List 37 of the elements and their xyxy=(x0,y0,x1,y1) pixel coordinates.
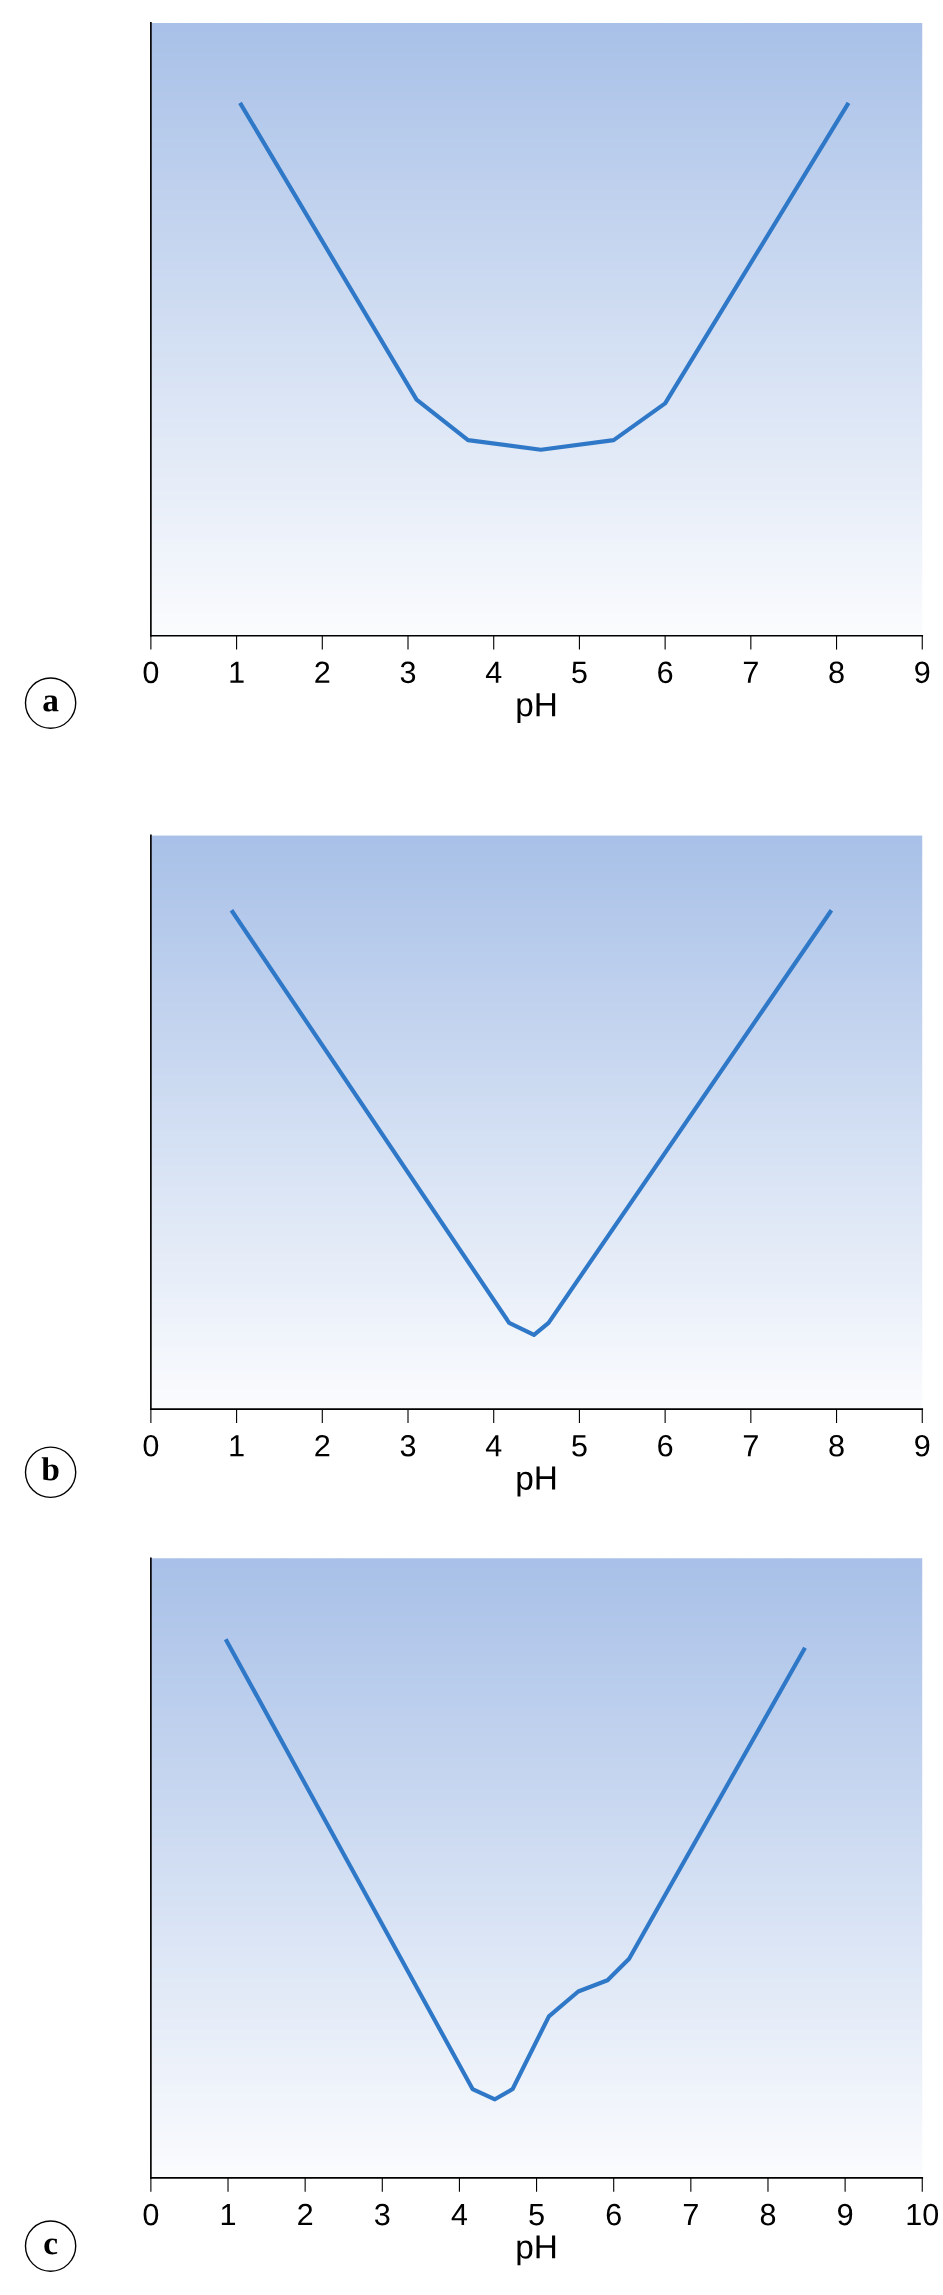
x-tick-label: 6 xyxy=(658,1434,673,1457)
x-tick-label: 7 xyxy=(743,661,758,683)
x-tick-label: 0 xyxy=(143,661,159,684)
x-tick-label: 5 xyxy=(572,1435,587,1457)
x-tick-label: 8 xyxy=(829,1434,844,1457)
x-tick-label: 5 xyxy=(529,2204,544,2226)
x-tick-label: 4 xyxy=(485,1435,502,1457)
x-tick-label: 4 xyxy=(451,2204,468,2226)
x-tick-label: 3 xyxy=(400,1434,416,1457)
x-tick-label: 2 xyxy=(315,1434,330,1457)
text: a xyxy=(43,695,59,712)
x-tick-label: 9 xyxy=(838,2203,853,2226)
x-tick-label: 10 xyxy=(907,2203,939,2226)
x-tick-label: 8 xyxy=(829,661,844,684)
x-tick-label: 3 xyxy=(374,2203,390,2226)
x-tick-label: 8 xyxy=(760,2203,776,2226)
x-axis-title: pH xyxy=(517,2235,556,2266)
x-axis-title: pH xyxy=(517,1466,556,1497)
x-tick-label: 6 xyxy=(606,2203,621,2226)
x-tick-label: 0 xyxy=(143,1434,159,1457)
x-tick-label: 5 xyxy=(572,661,587,684)
x-tick-label: 4 xyxy=(485,661,502,683)
x-tick-label: 7 xyxy=(743,1435,758,1457)
x-tick-label: 1 xyxy=(221,2204,236,2226)
x-tick-label: 7 xyxy=(683,2204,698,2226)
x-tick-label: 6 xyxy=(658,661,673,684)
x-axis-title: pH xyxy=(517,693,556,724)
x-tick-label: 1 xyxy=(230,661,244,683)
x-tick-label: 1 xyxy=(230,1435,244,1457)
text: c xyxy=(44,2238,58,2255)
x-tick-label: 9 xyxy=(915,1434,930,1457)
x-tick-label: 0 xyxy=(143,2203,159,2226)
x-tick-label: 3 xyxy=(400,661,416,684)
x-tick-label: 9 xyxy=(915,661,930,684)
text: b xyxy=(41,1457,59,1481)
x-tick-label: 2 xyxy=(298,2203,313,2226)
x-tick-label: 2 xyxy=(315,661,330,683)
